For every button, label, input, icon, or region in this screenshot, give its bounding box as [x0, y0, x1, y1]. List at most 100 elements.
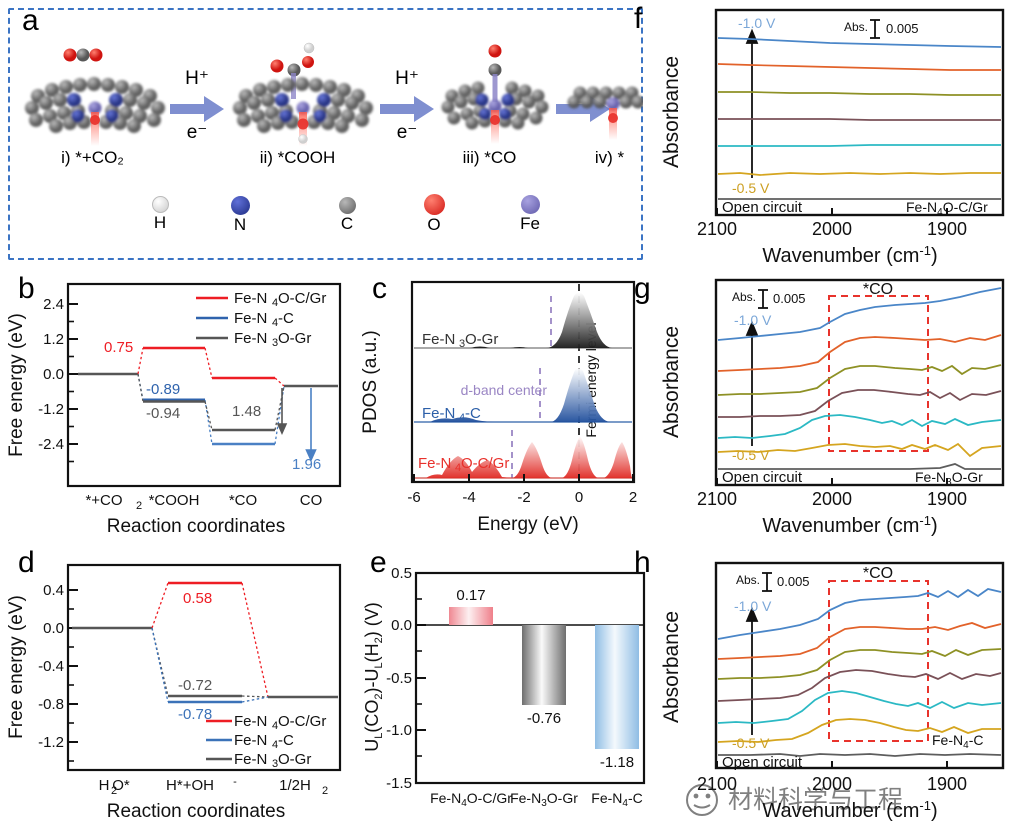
svg-text:-2.4: -2.4 [38, 436, 64, 453]
panel-d-label: d [18, 546, 35, 579]
bar-0 [449, 607, 493, 625]
atom-legend-label-c: C [340, 214, 354, 233]
svg-text:0: 0 [575, 489, 583, 506]
svg-text:Fe-N: Fe-N [422, 331, 455, 348]
svg-text:0.005: 0.005 [773, 291, 806, 306]
stage-label-iii: iii) *CO [462, 148, 517, 167]
svg-text:-0.5: -0.5 [386, 670, 412, 687]
svg-text:Fe-N3O-Gr: Fe-N3O-Gr [915, 469, 983, 488]
svg-text:O-C/Gr: O-C/Gr [278, 290, 326, 307]
atom-legend-label-h: H [153, 213, 167, 232]
panel-g-scalebar: Abs. 0.005 [732, 289, 806, 309]
svg-text:-1.2: -1.2 [38, 734, 64, 751]
svg-text:Absorbance: Absorbance [660, 611, 683, 723]
panel-b-ann-0: 0.75 [104, 339, 133, 356]
svg-text:0.0: 0.0 [391, 617, 412, 634]
svg-text:Energy (eV): Energy (eV) [477, 514, 578, 535]
svg-text:*CO: *CO [863, 565, 893, 582]
atom-legend-H: H [130, 196, 190, 233]
panel-f-scalebar: Abs. 0.005 [844, 19, 919, 39]
atom-legend-label-fe: Fe [520, 214, 540, 233]
panel-a-container [8, 8, 643, 260]
panel-b-label: b [18, 272, 35, 305]
svg-text:0.005: 0.005 [777, 574, 810, 589]
svg-text:Absorbance: Absorbance [660, 326, 683, 438]
panel-a-graphic: H⁺ e⁻ [25, 42, 643, 146]
panel-f-chart: Absorbance Abs. 0.005 -1.0 V -0.5 V Open… [660, 0, 1011, 270]
stage-label-ii: ii) *COOH [259, 148, 336, 167]
svg-text:Absorbance: Absorbance [660, 56, 683, 168]
bar-value-2: -1.18 [600, 754, 634, 771]
svg-text:Open circuit: Open circuit [722, 754, 803, 771]
panel-h-scalebar: Abs. 0.005 [736, 572, 810, 592]
panel-c-chart: PDOS (a.u.) Fermi energy level d-band ce… [360, 270, 650, 540]
panel-g-label: g [634, 272, 651, 305]
svg-text:-1.0 V: -1.0 V [734, 598, 772, 614]
svg-text:Fe-N: Fe-N [234, 713, 267, 730]
svg-text:Abs.: Abs. [844, 20, 868, 34]
panel-b-ann-3: 1.48 [232, 403, 261, 420]
svg-text:4: 4 [272, 317, 278, 329]
svg-text:O-Gr: O-Gr [278, 751, 311, 768]
stage-label-iv: iv) * [594, 148, 625, 167]
svg-text:-1.0 V: -1.0 V [734, 312, 772, 328]
panel-b-ann-1: -0.89 [146, 381, 180, 398]
svg-text:CO: CO [300, 492, 323, 509]
svg-text:-C: -C [278, 732, 294, 749]
svg-text:0.005: 0.005 [886, 21, 919, 36]
svg-text:H⁺: H⁺ [395, 68, 419, 89]
svg-text:*CO: *CO [863, 281, 893, 298]
svg-text:2: 2 [111, 785, 117, 797]
structure-stage-iii [441, 44, 549, 144]
svg-text:-0.5 V: -0.5 V [732, 447, 770, 463]
panel-b-ann-4: 1.96 [292, 456, 321, 473]
panel-c-label: c [372, 272, 387, 305]
svg-text:Abs.: Abs. [732, 290, 756, 304]
svg-text:Fe-N: Fe-N [422, 405, 455, 422]
panel-b-chart: 2.4 1.2 0.0 -1.2 -2.4 Free energy (eV) 0… [0, 270, 360, 540]
svg-text:O-C/Gr: O-C/Gr [461, 455, 509, 472]
svg-text:e⁻: e⁻ [187, 122, 208, 143]
svg-text:2: 2 [629, 489, 637, 506]
svg-text:H: H [99, 777, 110, 794]
svg-text:1900: 1900 [927, 489, 967, 509]
svg-text:O*: O* [112, 777, 130, 794]
panel-e-label: e [370, 546, 387, 579]
svg-text:*+CO: *+CO [85, 492, 122, 509]
svg-text:3: 3 [272, 337, 278, 349]
svg-text:H*+OH: H*+OH [166, 777, 214, 794]
panel-a-content: H⁺ e⁻ [8, 8, 643, 260]
svg-text:-0.4: -0.4 [38, 658, 64, 675]
structure-stage-iv [567, 86, 643, 140]
svg-text:3: 3 [459, 338, 465, 350]
svg-text:-C: -C [465, 405, 481, 422]
svg-text:O-Gr: O-Gr [278, 330, 311, 347]
svg-text:Wavenumber (cm-1): Wavenumber (cm-1) [762, 798, 937, 822]
panel-d-ann-0: 0.58 [183, 590, 212, 607]
svg-text:2000: 2000 [812, 489, 852, 509]
svg-text:-1.2: -1.2 [38, 401, 64, 418]
panel-h-chart: Absorbance Abs. 0.005 *CO -1.0 V -0.5 V … [660, 545, 1011, 830]
panel-h-label: h [634, 546, 651, 579]
svg-text:Fe-N4-C: Fe-N4-C [591, 790, 642, 809]
svg-text:*COOH: *COOH [149, 492, 200, 509]
svg-text:d-band center: d-band center [461, 382, 548, 398]
atom-legend-label-n: N [233, 215, 247, 234]
svg-text:4: 4 [272, 297, 278, 309]
bar-1 [522, 625, 566, 705]
panel-g-co-box [828, 295, 929, 452]
structure-stage-i [25, 48, 165, 146]
atom-legend-Fe: Fe [500, 195, 560, 234]
svg-text:-2: -2 [517, 489, 530, 506]
atom-sphere-c [338, 197, 356, 214]
svg-text:-C: -C [278, 310, 294, 327]
panel-g-chart: Absorbance Abs. 0.005 *CO -1.0 V -0.5 V … [660, 270, 1011, 540]
atom-sphere-n [230, 196, 250, 215]
bar-2 [595, 625, 639, 749]
reaction-arrow-2 [380, 96, 434, 122]
svg-text:0.5: 0.5 [391, 565, 412, 582]
svg-text:Fe-N4O-C/Gr: Fe-N4O-C/Gr [430, 790, 512, 809]
svg-text:4: 4 [272, 720, 278, 732]
svg-text:2.4: 2.4 [43, 296, 64, 313]
svg-text:Open circuit: Open circuit [722, 199, 803, 216]
